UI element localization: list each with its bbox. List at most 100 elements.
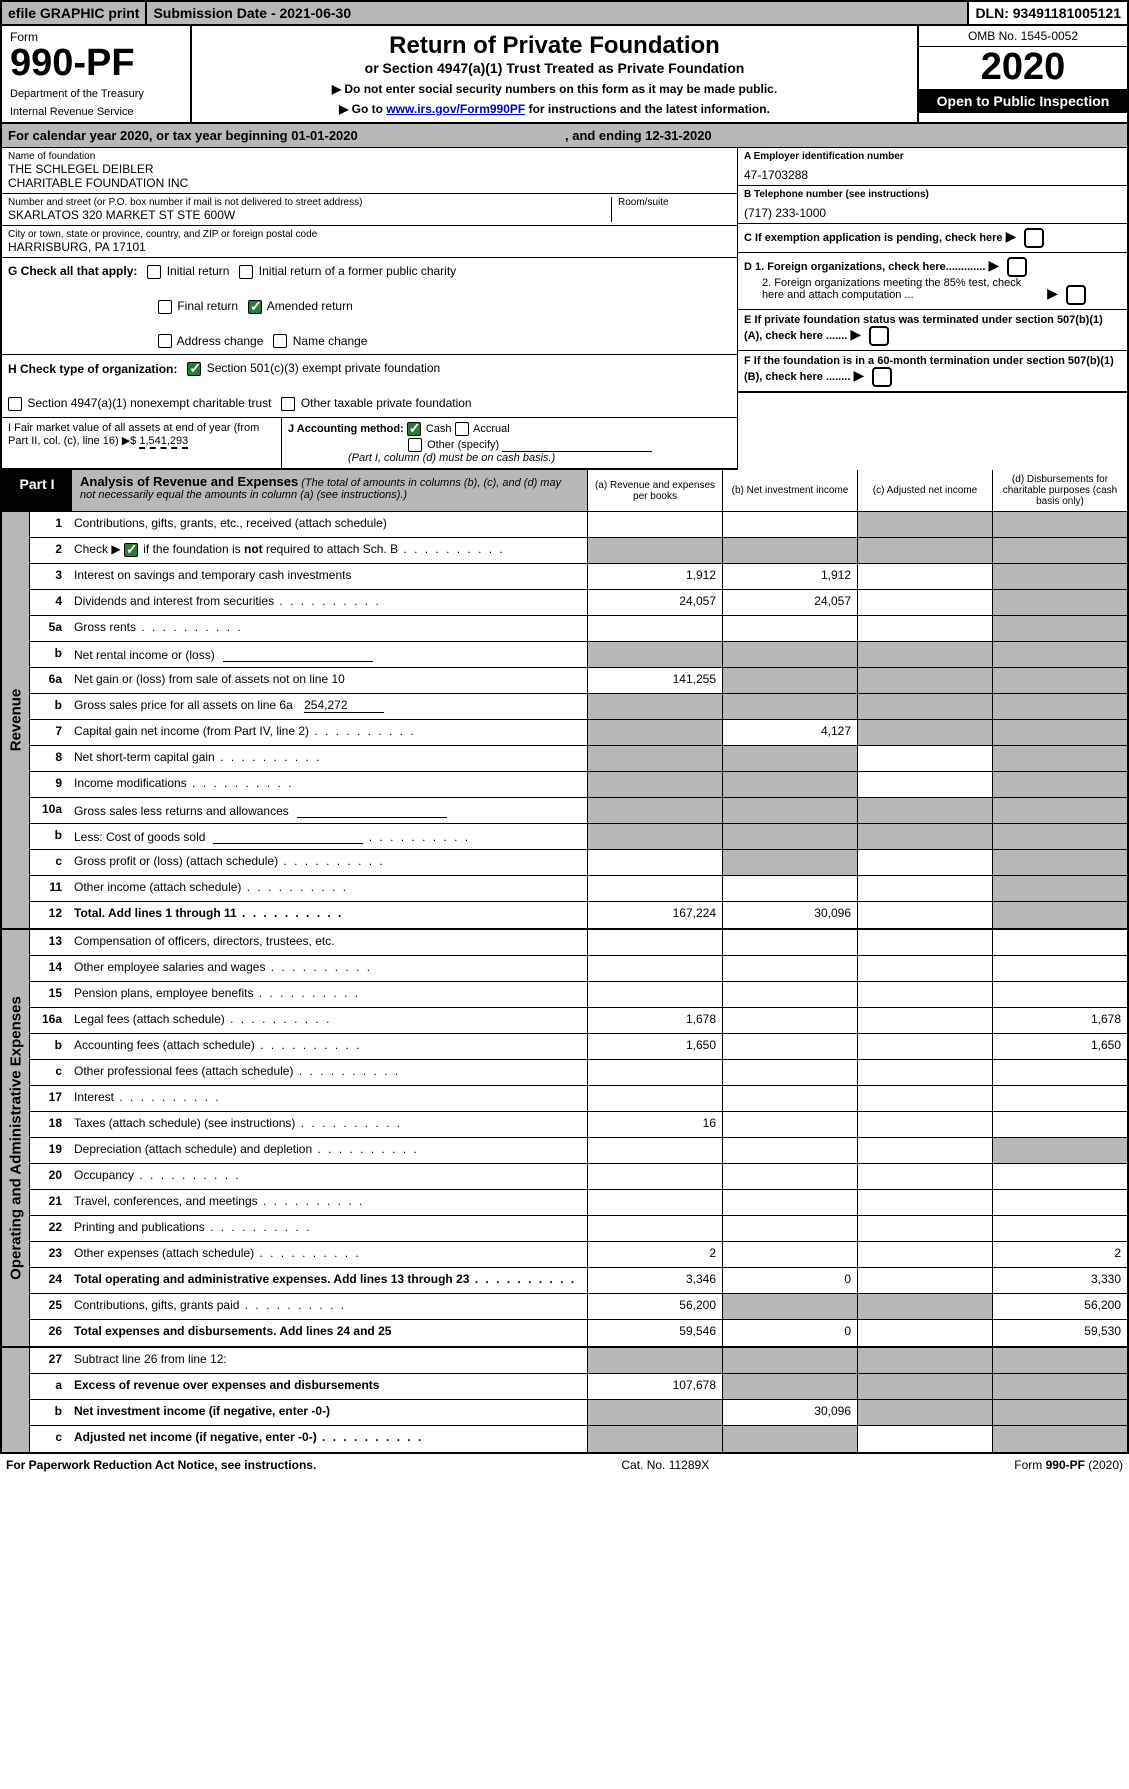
revenue-rows: 1Contributions, gifts, grants, etc., rec… <box>30 512 1127 928</box>
amount-cell <box>857 1242 992 1267</box>
g-opt-0[interactable]: Initial return <box>147 264 229 279</box>
j-cash[interactable]: Cash <box>407 423 452 435</box>
line-number: c <box>30 1426 68 1452</box>
line-number: 7 <box>30 720 68 745</box>
entity-right: A Employer identification number 47-1703… <box>737 148 1127 470</box>
amount-cell <box>857 1426 992 1452</box>
c-checkbox[interactable] <box>1024 228 1044 248</box>
tax-year: 2020 <box>919 47 1127 89</box>
entity-left: Name of foundation THE SCHLEGEL DEIBLER … <box>2 148 737 470</box>
amount-cell <box>857 876 992 901</box>
form-link[interactable]: www.irs.gov/Form990PF <box>386 102 525 116</box>
amount-cell: 167,224 <box>587 902 722 928</box>
amount-cell <box>857 512 992 537</box>
j-other[interactable]: Other (specify) <box>408 439 499 451</box>
line-desc: Net rental income or (loss) <box>68 642 587 667</box>
amount-cell <box>857 564 992 589</box>
amount-cell <box>992 982 1127 1007</box>
addr-label: Number and street (or P.O. box number if… <box>8 197 611 208</box>
h-opt-1[interactable]: Section 501(c)(3) exempt private foundat… <box>187 361 440 376</box>
goto-note: ▶ Go to www.irs.gov/Form990PF for instru… <box>202 102 907 116</box>
amount-cell <box>587 1060 722 1085</box>
line-number: b <box>30 694 68 719</box>
amount-cell <box>857 982 992 1007</box>
amount-cell <box>992 824 1127 849</box>
amount-cell <box>722 956 857 981</box>
footer-left: For Paperwork Reduction Act Notice, see … <box>6 1458 316 1472</box>
amount-cell <box>722 1294 857 1319</box>
amount-cell <box>992 1112 1127 1137</box>
line-row: 18Taxes (attach schedule) (see instructi… <box>30 1112 1127 1138</box>
line-number: 17 <box>30 1086 68 1111</box>
amount-cell <box>722 1242 857 1267</box>
amount-cell <box>857 590 992 615</box>
part1-title: Analysis of Revenue and Expenses <box>80 474 298 489</box>
revenue-vlabel: Revenue <box>2 512 30 928</box>
g-opt-4[interactable]: Address change <box>158 334 263 349</box>
line-desc: Subtract line 26 from line 12: <box>68 1348 587 1373</box>
g-opt-1[interactable]: Initial return of a former public charit… <box>239 264 456 279</box>
amount-cell <box>857 1348 992 1373</box>
amount-cell <box>722 512 857 537</box>
amount-cell <box>857 720 992 745</box>
h-opt-3[interactable]: Other taxable private foundation <box>281 396 471 411</box>
line-desc: Printing and publications <box>68 1216 587 1241</box>
line-desc: Contributions, gifts, grants, etc., rece… <box>68 512 587 537</box>
i-cell: I Fair market value of all assets at end… <box>2 418 282 468</box>
amount-cell <box>857 850 992 875</box>
amount-cell <box>992 1060 1127 1085</box>
line-number: 22 <box>30 1216 68 1241</box>
line-desc: Excess of revenue over expenses and disb… <box>68 1374 587 1399</box>
amount-cell <box>857 616 992 641</box>
omb-number: OMB No. 1545-0052 <box>919 26 1127 47</box>
g-opt-2[interactable]: Final return <box>158 299 238 314</box>
j-accrual[interactable]: Accrual <box>455 423 510 435</box>
line-row: bNet rental income or (loss) <box>30 642 1127 668</box>
line-desc: Contributions, gifts, grants paid <box>68 1294 587 1319</box>
amount-cell <box>857 668 992 693</box>
amount-cell <box>722 982 857 1007</box>
cal-mid: , and ending <box>565 128 645 143</box>
amount-cell <box>722 876 857 901</box>
amount-cell <box>992 1400 1127 1425</box>
expense-table: Operating and Administrative Expenses 13… <box>0 930 1129 1348</box>
h-opt-2[interactable]: Section 4947(a)(1) nonexempt charitable … <box>8 396 271 411</box>
line-number: 6a <box>30 668 68 693</box>
amount-cell <box>722 746 857 771</box>
amount-cell <box>992 746 1127 771</box>
amount-cell <box>992 1190 1127 1215</box>
e-checkbox[interactable] <box>869 326 889 346</box>
line-row: 27Subtract line 26 from line 12: <box>30 1348 1127 1374</box>
amount-cell <box>722 1008 857 1033</box>
amount-cell <box>992 512 1127 537</box>
form-number: 990-PF <box>10 44 182 82</box>
line-row: 6aNet gain or (loss) from sale of assets… <box>30 668 1127 694</box>
submission-date: Submission Date - 2021-06-30 <box>147 2 969 24</box>
line-desc: Check ▶ if the foundation is not require… <box>68 538 587 563</box>
amount-cell <box>992 1426 1127 1452</box>
d2-checkbox[interactable] <box>1066 285 1086 305</box>
amount-cell <box>857 824 992 849</box>
f-checkbox[interactable] <box>872 367 892 387</box>
address-cell: Number and street (or P.O. box number if… <box>2 194 737 226</box>
f-row: F If the foundation is in a 60-month ter… <box>738 351 1127 393</box>
line-row: cAdjusted net income (if negative, enter… <box>30 1426 1127 1452</box>
line-desc: Gross sales less returns and allowances <box>68 798 587 823</box>
amount-cell <box>587 1426 722 1452</box>
amount-cell <box>722 930 857 955</box>
amount-cell: 1,650 <box>992 1034 1127 1059</box>
part1-header: Part I Analysis of Revenue and Expenses … <box>0 470 1129 512</box>
top-bar: efile GRAPHIC print Submission Date - 20… <box>0 0 1129 26</box>
amount-cell <box>992 642 1127 667</box>
d1-checkbox[interactable] <box>1007 257 1027 277</box>
g-opt-5[interactable]: Name change <box>273 334 367 349</box>
amount-cell <box>587 512 722 537</box>
amount-cell <box>587 798 722 823</box>
g-opt-3[interactable]: Amended return <box>248 299 353 314</box>
amount-cell <box>992 798 1127 823</box>
line-desc: Adjusted net income (if negative, enter … <box>68 1426 587 1452</box>
col-b-head: (b) Net investment income <box>722 470 857 511</box>
amount-cell <box>857 930 992 955</box>
amount-cell <box>992 668 1127 693</box>
line-row: 25Contributions, gifts, grants paid56,20… <box>30 1294 1127 1320</box>
